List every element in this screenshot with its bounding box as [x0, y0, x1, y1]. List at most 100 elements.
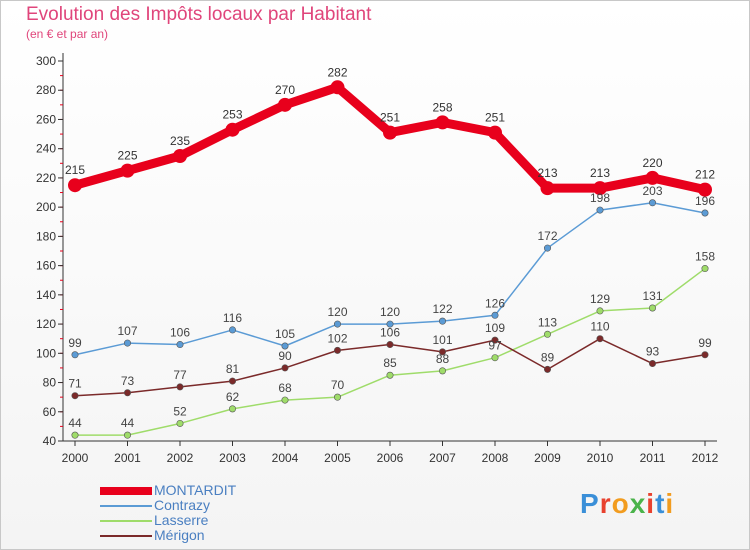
- data-point-montardit: [68, 178, 82, 193]
- y-tick-label: 240: [36, 142, 56, 156]
- data-label-montardit: 212: [695, 168, 715, 182]
- y-tick-label: 280: [36, 83, 56, 97]
- data-point-montardit: [645, 170, 660, 185]
- data-point-contrazy: [701, 209, 709, 217]
- data-point-merigon: [124, 389, 132, 397]
- data-point-contrazy: [648, 199, 656, 207]
- data-label-lasserre: 44: [68, 416, 82, 430]
- data-point-montardit: [383, 125, 397, 140]
- legend-swatch: [100, 505, 152, 507]
- data-point-montardit: [593, 181, 607, 196]
- data-label-lasserre: 129: [590, 292, 610, 306]
- y-tick-label: 200: [36, 200, 56, 214]
- data-point-montardit: [698, 182, 712, 197]
- data-label-lasserre: 44: [121, 416, 135, 430]
- data-point-lasserre: [438, 367, 446, 375]
- logo-letter: i: [665, 488, 675, 519]
- legend-item-montardit: MONTARDIT: [100, 482, 300, 499]
- legend-label: Mérigon: [154, 527, 205, 543]
- y-tick-label: 300: [36, 54, 56, 68]
- data-point-merigon: [438, 348, 446, 356]
- data-point-lasserre: [491, 354, 499, 362]
- data-label-contrazy: 105: [275, 327, 295, 341]
- data-label-lasserre: 88: [436, 352, 450, 366]
- data-point-merigon: [71, 392, 79, 400]
- data-point-merigon: [176, 383, 184, 391]
- data-point-merigon: [543, 365, 551, 373]
- data-point-contrazy: [386, 320, 394, 328]
- data-label-lasserre: 97: [488, 339, 502, 353]
- y-tick-label: 120: [36, 317, 56, 331]
- data-label-merigon: 101: [432, 333, 452, 347]
- data-label-montardit: 258: [432, 100, 452, 114]
- data-point-lasserre: [386, 371, 394, 379]
- data-point-merigon: [281, 364, 289, 372]
- x-tick-label: 2008: [482, 451, 509, 465]
- data-point-lasserre: [596, 307, 604, 315]
- legend-item-merigon: Mérigon: [100, 527, 300, 544]
- x-tick-label: 2005: [324, 451, 351, 465]
- y-tick-label: 140: [36, 288, 56, 302]
- data-label-merigon: 89: [541, 350, 555, 364]
- data-label-contrazy: 99: [68, 336, 82, 350]
- x-tick-label: 2009: [534, 451, 561, 465]
- data-label-merigon: 110: [590, 320, 609, 334]
- data-label-contrazy: 120: [327, 305, 347, 319]
- data-label-lasserre: 158: [695, 250, 715, 264]
- data-label-montardit: 215: [65, 163, 85, 177]
- x-tick-label: 2003: [219, 451, 246, 465]
- data-label-merigon: 106: [380, 326, 400, 340]
- series-line-lasserre: [74, 267, 706, 436]
- data-point-contrazy: [438, 317, 446, 325]
- data-point-contrazy: [229, 326, 237, 334]
- data-label-contrazy: 106: [170, 326, 190, 340]
- data-label-montardit: 213: [537, 166, 557, 180]
- data-point-contrazy: [543, 244, 551, 252]
- data-label-contrazy: 116: [223, 311, 242, 325]
- data-label-montardit: 220: [642, 156, 662, 170]
- y-tick-label: 220: [36, 171, 56, 185]
- legend-item-contrazy: Contrazy: [100, 497, 300, 514]
- data-label-merigon: 90: [278, 349, 292, 363]
- data-label-contrazy: 126: [485, 296, 505, 310]
- x-tick-label: 2004: [272, 451, 299, 465]
- legend-label: Lasserre: [154, 512, 209, 528]
- y-tick-label: 180: [36, 229, 56, 243]
- logo-letter: P: [580, 488, 600, 519]
- data-point-montardit: [540, 181, 555, 196]
- data-label-contrazy: 122: [432, 302, 452, 316]
- data-point-merigon: [491, 336, 499, 344]
- chart-subtitle: (en € et par an): [26, 27, 109, 41]
- data-label-montardit: 251: [380, 111, 400, 125]
- data-point-montardit: [488, 125, 502, 140]
- y-tick-label: 100: [36, 346, 56, 360]
- data-point-contrazy: [333, 320, 341, 328]
- data-label-montardit: 282: [327, 65, 347, 79]
- x-tick-label: 2010: [587, 451, 614, 465]
- data-label-lasserre: 62: [226, 390, 240, 404]
- chart-title: Evolution des Impôts locaux par Habitant: [26, 4, 372, 25]
- legend-item-lasserre: Lasserre: [100, 512, 300, 529]
- legend: MONTARDIT Contrazy Lasserre Mérigon: [100, 482, 300, 544]
- data-point-lasserre: [124, 431, 132, 439]
- data-point-merigon: [701, 351, 709, 359]
- data-label-merigon: 81: [226, 362, 240, 376]
- y-tick-label: 160: [36, 259, 56, 273]
- x-tick-label: 2007: [429, 451, 456, 465]
- data-label-contrazy: 203: [642, 184, 662, 198]
- data-point-contrazy: [491, 311, 499, 319]
- data-label-lasserre: 52: [173, 404, 187, 418]
- y-tick-label: 60: [43, 405, 57, 419]
- x-tick-label: 2006: [377, 451, 404, 465]
- data-label-lasserre: 68: [278, 381, 292, 395]
- data-label-merigon: 73: [121, 374, 135, 388]
- legend-swatch: [100, 535, 152, 537]
- data-point-lasserre: [701, 265, 709, 273]
- data-point-contrazy: [124, 339, 132, 347]
- data-label-lasserre: 113: [538, 315, 557, 329]
- data-label-contrazy: 198: [590, 191, 610, 205]
- data-point-lasserre: [333, 393, 341, 401]
- data-point-lasserre: [648, 304, 656, 312]
